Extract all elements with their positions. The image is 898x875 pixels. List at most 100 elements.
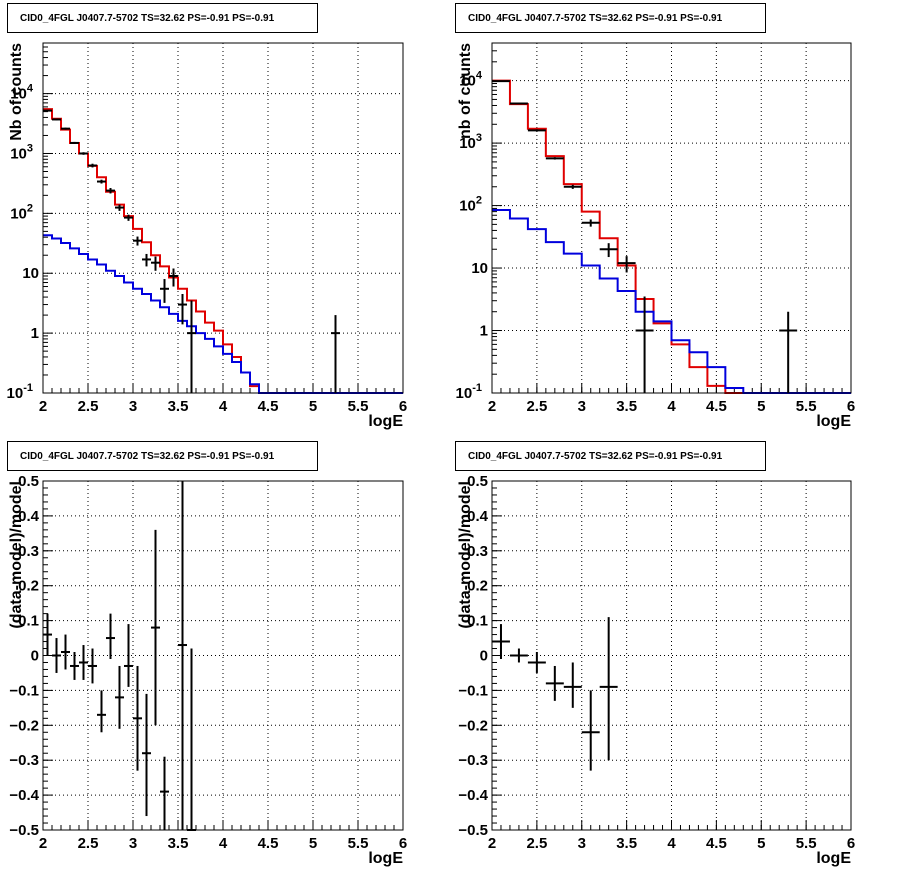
y-tick-label: 104 [10,83,34,103]
y-tick-label: −0.1 [458,682,488,699]
y-tick-label: 0.1 [467,613,488,630]
x-tick-label: 3.5 [616,398,637,415]
data-point [779,311,798,393]
data-point [331,315,340,393]
data-point [97,690,106,733]
y-tick-label: 0.2 [467,578,488,595]
data-point [187,300,196,393]
y-tick-label: 10 [22,265,39,282]
x-tick-label: 6 [847,835,855,852]
x-axis-label: logE [368,850,403,867]
y-tick-label: 0 [480,648,488,665]
x-tick-label: 5 [757,835,765,852]
y-tick-label: 0.5 [18,473,39,490]
data-point [142,693,151,817]
y-tick-label: 103 [10,142,33,162]
y-tick-label: −0.4 [458,787,488,804]
x-tick-label: 3 [129,398,137,415]
data-point [124,214,133,221]
x-tick-label: 4 [667,835,676,852]
y-tick-label: −0.3 [9,752,39,769]
data-point [599,617,618,761]
x-tick-label: 5 [309,398,317,415]
x-tick-label: 3.5 [616,835,637,852]
x-tick-label: 4 [219,398,228,415]
data-point [509,102,528,105]
y-tick-label: 0.3 [467,543,488,560]
y-tick-label: 1 [31,325,39,342]
data-point [635,296,654,393]
y-tick-label: 0.4 [18,508,40,525]
data-point [79,645,88,680]
y-tick-label: 0.5 [467,473,488,490]
data-point [581,219,600,227]
y-tick-label: 103 [459,132,482,152]
data-point [133,236,142,246]
data-point [43,109,52,112]
x-tick-label: 2 [488,835,496,852]
data-point [43,613,52,656]
x-tick-label: 3 [578,835,586,852]
x-tick-label: 6 [847,398,855,415]
data-point [563,184,582,189]
y-tick-label: 10-1 [456,382,482,402]
y-tick-label: 0.4 [467,508,489,525]
x-tick-label: 5.5 [348,398,369,415]
x-tick-label: 5 [757,398,765,415]
data-point [527,129,546,132]
x-tick-label: 6 [399,835,407,852]
y-tick-label: −0.2 [458,717,488,734]
data-point [79,152,88,155]
data-point [151,256,160,271]
data-point [115,665,124,729]
x-tick-label: 2.5 [526,398,547,415]
y-tick-label: 104 [459,70,483,90]
data-point [599,243,618,258]
y-axis-label: nb of counts [457,43,474,139]
plot-frame [42,480,404,831]
x-tick-label: 5.5 [348,835,369,852]
x-tick-label: 4 [219,835,228,852]
x-tick-label: 5 [309,835,317,852]
data-point [97,179,106,184]
x-tick-label: 3 [578,398,586,415]
panel-title: CID0_4FGL J0407.7-5702 TS=32.62 PS=-0.91… [455,441,766,471]
data-point [106,613,115,659]
x-tick-label: 2 [39,398,47,415]
x-tick-label: 2.5 [526,835,547,852]
x-tick-label: 2 [39,835,47,852]
data-point [178,481,187,830]
data-point [70,141,79,145]
data-point [509,648,528,663]
x-tick-label: 3.5 [168,398,189,415]
x-tick-label: 3 [129,835,137,852]
data-point [142,253,151,267]
y-tick-label: −0.4 [9,787,39,804]
y-tick-label: 0.1 [18,613,39,630]
data-point [160,279,169,303]
data-point [492,624,510,659]
data-point [169,268,178,287]
data-point [160,756,169,830]
data-point [115,204,124,211]
data-point [70,652,79,680]
data-point [124,624,133,687]
x-tick-label: 6 [399,398,407,415]
chart-panel: 2 2.5 3 3.5 4 4.5 5 5.5 6 0.5 0.4 0.3 0.2 0.1 0 −0.1 −0.… [457,473,855,867]
x-axis-label: logE [816,850,851,867]
y-tick-label: 10 [471,260,488,277]
chart-panel: 2 2.5 3 3.5 4 4.5 5 5.5 6 0.5 0.4 0.3 0.2 0.1 0 −0.1 −0.… [8,473,407,867]
data-point [61,127,70,130]
y-tick-label: 0.3 [18,543,39,560]
data-point [527,652,546,673]
x-axis-label: logE [816,413,851,430]
panel-title: CID0_4FGL J0407.7-5702 TS=32.62 PS=-0.91… [455,3,766,33]
data-point [581,690,600,771]
data-point [545,665,564,701]
y-axis-label: (data-model)/model [457,481,474,629]
chart-panel: 2 2.5 3 3.5 4 4.5 5 5.5 6 10-1 1 10 102 103 104 logE Nb … [7,42,407,430]
y-tick-label: 1 [480,323,488,340]
y-tick-label: −0.5 [9,822,39,839]
data-point [492,80,510,83]
x-tick-label: 5.5 [796,835,817,852]
